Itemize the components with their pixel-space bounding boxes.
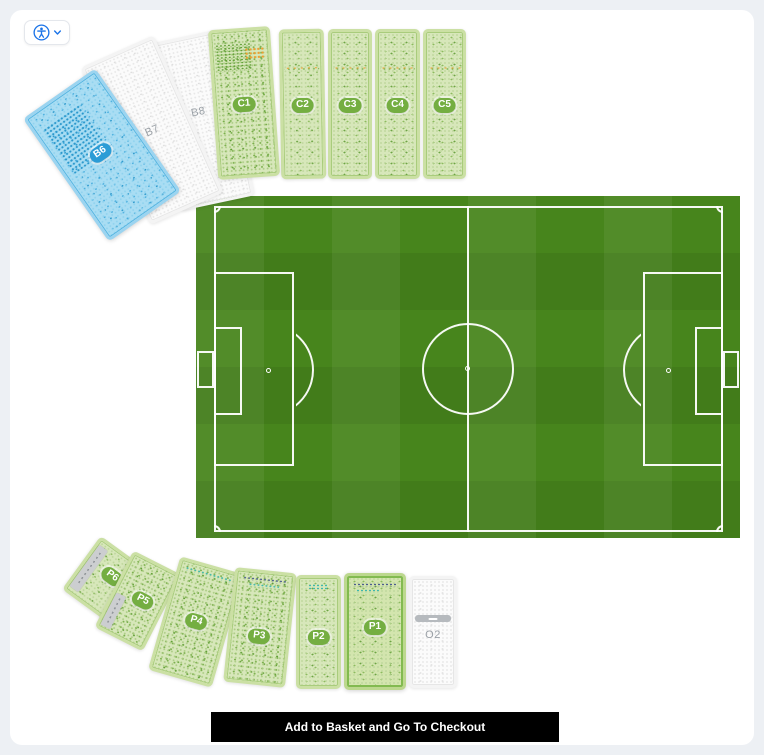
section-c3[interactable]: C3 bbox=[328, 29, 372, 179]
pitch-goal-right bbox=[723, 351, 739, 388]
pitch-goal-area-left bbox=[214, 327, 242, 415]
pitch-penalty-spot-left bbox=[266, 368, 271, 373]
pitch-corner-arc bbox=[214, 206, 221, 213]
section-c4[interactable]: C4 bbox=[375, 29, 420, 179]
section-c1[interactable]: C1 bbox=[207, 26, 281, 180]
section-p4-badge: P4 bbox=[183, 611, 209, 632]
seat-row-teal bbox=[184, 566, 232, 584]
section-c1-badge: C1 bbox=[232, 96, 256, 113]
seat-row-teal bbox=[307, 584, 330, 589]
section-c5[interactable]: C5 bbox=[423, 29, 466, 179]
accessibility-icon bbox=[32, 24, 50, 41]
section-p5-badge: P5 bbox=[129, 588, 156, 613]
pitch-goal-left bbox=[197, 351, 214, 388]
seat-row-teal bbox=[248, 582, 280, 590]
pitch-centre-circle bbox=[422, 323, 514, 415]
section-c4-badge: C4 bbox=[386, 98, 409, 113]
section-o2-label: O2 bbox=[425, 629, 441, 641]
section-c3-badge: C3 bbox=[338, 98, 362, 113]
pitch-penalty-spot-right bbox=[666, 368, 671, 373]
section-p2-badge: P2 bbox=[307, 630, 330, 645]
section-p1[interactable]: P1 bbox=[344, 573, 406, 690]
seat-row-navy bbox=[352, 583, 398, 587]
seat-row-orange bbox=[379, 66, 416, 70]
section-o2[interactable]: O2 bbox=[409, 576, 457, 688]
pitch-centre-spot bbox=[465, 366, 470, 371]
seat-row-teal bbox=[355, 589, 380, 593]
section-p1-badge: P1 bbox=[363, 620, 387, 635]
pitch-corner-arc bbox=[716, 525, 723, 532]
section-p3[interactable]: P3 bbox=[223, 567, 297, 688]
seat-row-orange bbox=[332, 66, 368, 70]
section-p2[interactable]: P2 bbox=[296, 575, 341, 689]
section-c2[interactable]: C2 bbox=[278, 28, 327, 180]
pitch-corner-arc bbox=[214, 525, 221, 532]
section-c5-badge: C5 bbox=[433, 98, 456, 113]
seat-row-orange bbox=[427, 66, 462, 70]
seat-cluster-orange bbox=[244, 46, 267, 61]
pitch-goal-area-right bbox=[695, 327, 723, 415]
checkout-button[interactable]: Add to Basket and Go To Checkout bbox=[211, 712, 559, 742]
section-p3-badge: P3 bbox=[247, 627, 271, 646]
accessibility-menu-button[interactable] bbox=[24, 20, 70, 45]
chevron-down-icon bbox=[53, 30, 61, 35]
section-c2-badge: C2 bbox=[290, 97, 315, 114]
football-pitch bbox=[196, 196, 740, 538]
walkway-band bbox=[415, 615, 451, 622]
pitch-corner-arc bbox=[716, 206, 723, 213]
seat-row-orange bbox=[284, 65, 320, 71]
